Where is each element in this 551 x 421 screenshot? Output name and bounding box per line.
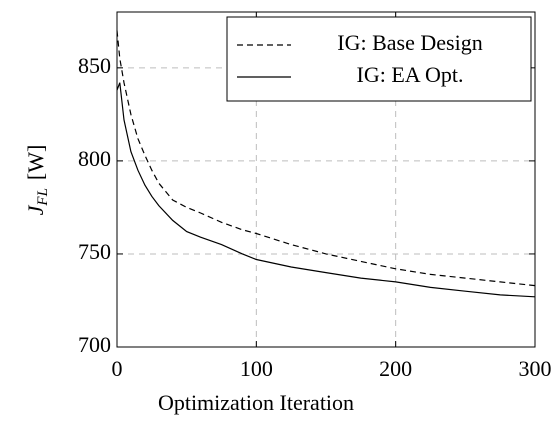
y-tick-label: 750 [78, 239, 111, 264]
x-tick-label: 300 [519, 356, 551, 381]
x-tick-label: 100 [240, 356, 273, 381]
legend-label: IG: EA Opt. [357, 62, 464, 87]
x-tick-label: 0 [112, 356, 123, 381]
y-axis-label: JFL [W] [23, 145, 51, 216]
legend: IG: Base Design IG: EA Opt. [226, 16, 532, 102]
data-line [116, 30, 536, 287]
plot-frame [116, 11, 536, 348]
y-label-symbol: J [23, 204, 48, 215]
data-line [116, 82, 536, 298]
y-tick-label: 800 [78, 146, 111, 171]
y-tick-label: 700 [78, 332, 111, 357]
x-tick-label: 200 [379, 356, 412, 381]
y-label-unit: [W] [23, 145, 48, 180]
legend-label: IG: Base Design [337, 30, 482, 55]
legend-box [226, 16, 532, 102]
x-axis-label: Optimization Iteration [158, 390, 354, 415]
y-label-subscript: FL [35, 188, 51, 207]
y-tick-label: 850 [78, 53, 111, 78]
